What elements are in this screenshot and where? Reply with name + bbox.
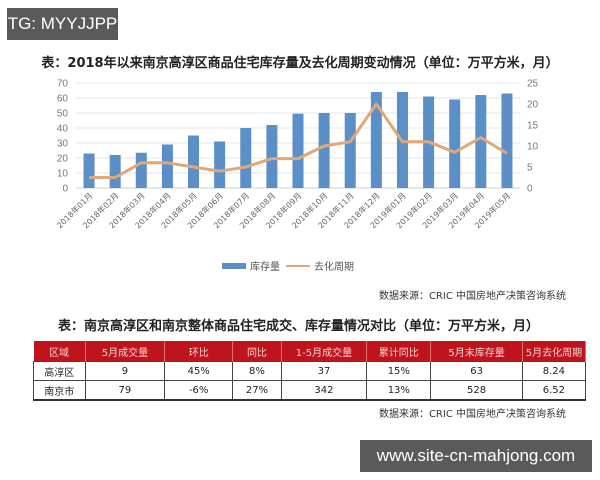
chart-title: 表：2018年以来南京高淳区商品住宅库存量及去化周期变动情况（单位：万平方米，月…	[41, 56, 559, 71]
watermark-bottom: www.site-cn-mahjong.com	[360, 440, 592, 472]
inventory-bar	[83, 153, 95, 188]
chart-source: 数据来源：CRIC 中国房地产决策咨询系统	[378, 291, 566, 302]
inventory-bar	[109, 155, 121, 188]
right-axis-tick: 0	[527, 184, 533, 195]
cell: 南京市	[33, 380, 86, 401]
right-axis-tick: 25	[527, 79, 539, 90]
x-axis: 2018年01月2018年02月2018年03月2018年04月2018年05月…	[54, 190, 512, 230]
inventory-bar	[292, 113, 304, 188]
table-header-row: 区域 5月成交量 环比 同比 1-5月成交量 累计同比 5月末库存量 5月去化周…	[33, 341, 587, 362]
header-jan-may-volume: 1-5月成交量	[281, 341, 368, 362]
inventory-bar	[266, 125, 278, 188]
inventory-bar	[370, 92, 382, 188]
header-cumulative-yoy: 累计同比	[366, 341, 432, 362]
cell: 高淳区	[33, 361, 86, 381]
cell: 45%	[164, 361, 234, 381]
inventory-bars	[83, 92, 513, 188]
inventory-bar	[449, 99, 461, 188]
header-may-cycle: 5月去化周期	[522, 341, 587, 362]
left-axis-tick: 10	[57, 169, 69, 180]
header-region: 区域	[33, 341, 86, 362]
right-axis-tick: 10	[527, 142, 539, 153]
cell: 79	[84, 380, 166, 401]
legend-cycle: 去化周期	[314, 262, 354, 273]
comparison-table: 区域 5月成交量 环比 同比 1-5月成交量 累计同比 5月末库存量 5月去化周…	[33, 341, 587, 401]
table-row: 南京市 79 -6% 27% 342 13% 528 6.52	[33, 380, 587, 401]
right-axis-tick: 5	[527, 163, 533, 174]
right-axis: 0 5 10 15 20 25	[527, 79, 539, 195]
cell: 13%	[366, 380, 432, 401]
inventory-bar	[240, 128, 252, 188]
combo-chart: 0 10 20 30 40 50 60 70 0 5 10 15 20 25 2018年01月2018年…	[54, 79, 539, 231]
header-may-inventory: 5月末库存量	[430, 341, 523, 362]
cell: -6%	[164, 380, 234, 401]
left-axis: 0 10 20 30 40 50 60 70	[57, 79, 69, 195]
left-axis-tick: 50	[57, 109, 69, 120]
inventory-bar	[318, 113, 330, 188]
cell: 8.24	[521, 361, 587, 381]
right-axis-tick: 20	[527, 100, 539, 111]
inventory-bar	[475, 95, 487, 188]
inventory-bar	[214, 141, 226, 188]
table-row: 高淳区 9 45% 8% 37 15% 63 8.24	[33, 361, 587, 381]
header-yoy: 同比	[232, 341, 282, 362]
legend-line-swatch	[286, 264, 310, 267]
cell: 27%	[232, 380, 282, 401]
cell: 37	[280, 361, 368, 381]
inventory-bar	[135, 152, 147, 188]
legend-inventory: 库存量	[250, 262, 280, 273]
left-axis-tick: 0	[62, 184, 68, 195]
table-source: 数据来源：CRIC 中国房地产决策咨询系统	[378, 409, 566, 420]
right-axis-tick: 15	[527, 121, 539, 132]
left-axis-tick: 20	[57, 154, 69, 165]
table-title: 表：南京高淳区和南京整体商品住宅成交、库存量情况对比（单位：万平方米，月）	[58, 319, 540, 334]
inventory-bar	[344, 113, 356, 188]
cell: 528	[430, 380, 523, 401]
legend-bar-swatch	[222, 262, 246, 269]
cell: 342	[280, 380, 368, 401]
inventory-bar	[161, 144, 173, 188]
cycle-line	[89, 102, 508, 179]
cell: 9	[84, 361, 166, 381]
header-may-volume: 5月成交量	[85, 341, 166, 362]
watermark-top: TG: MYYJJPP	[7, 8, 118, 40]
left-axis-tick: 30	[57, 139, 69, 150]
cell: 15%	[366, 361, 432, 381]
header-mom: 环比	[164, 341, 234, 362]
cell: 63	[430, 361, 523, 381]
left-axis-tick: 40	[57, 124, 69, 135]
cell: 6.52	[521, 380, 587, 401]
left-axis-tick: 60	[57, 94, 69, 105]
legend: 库存量 去化周期	[222, 258, 354, 273]
inventory-bar	[501, 93, 513, 188]
cell: 8%	[232, 361, 282, 381]
inventory-bar	[188, 135, 200, 188]
left-axis-tick: 70	[57, 79, 69, 90]
